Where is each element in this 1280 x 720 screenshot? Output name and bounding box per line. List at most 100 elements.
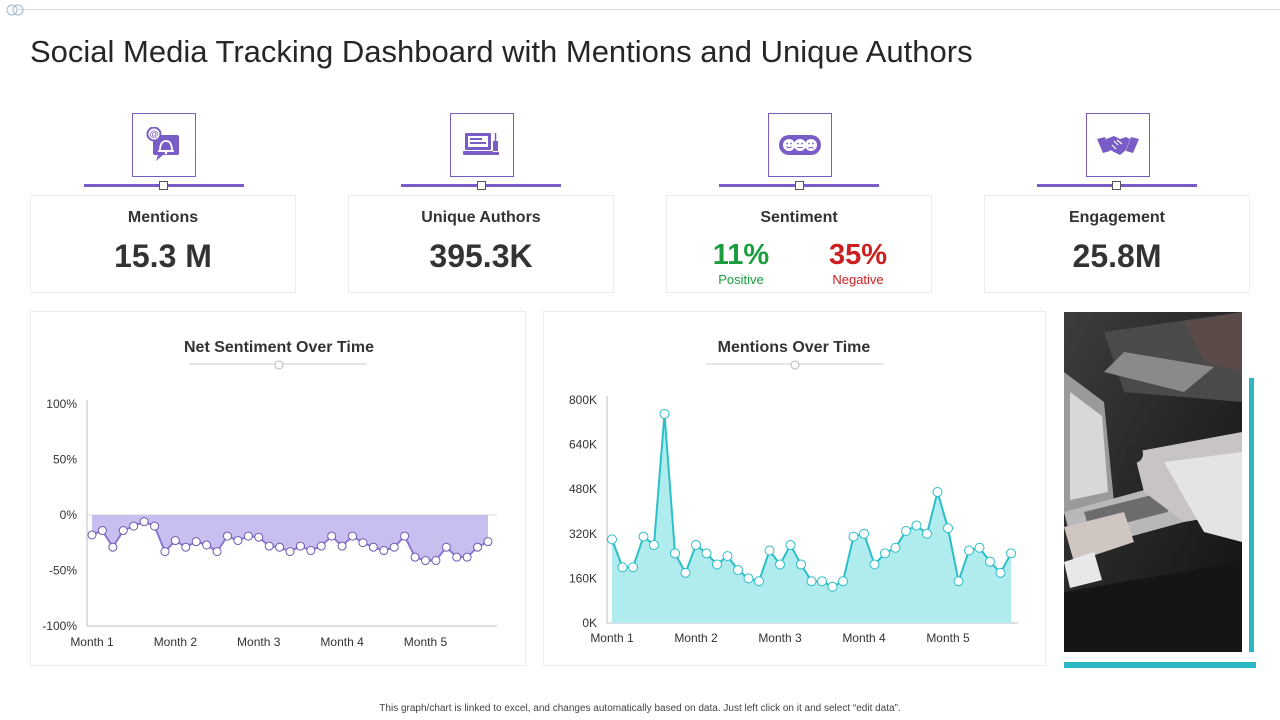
data-point bbox=[806, 576, 817, 587]
data-point bbox=[212, 547, 222, 557]
data-point bbox=[160, 547, 170, 557]
data-point bbox=[410, 552, 420, 562]
data-point bbox=[796, 559, 806, 570]
data-point bbox=[150, 521, 160, 531]
data-point bbox=[985, 556, 995, 567]
data-point bbox=[964, 545, 974, 556]
y-tick-label: 0% bbox=[60, 508, 78, 522]
data-point bbox=[943, 523, 953, 534]
kpi-card-engagement: Engagement 25.8M bbox=[984, 195, 1250, 293]
kpi-label: Unique Authors bbox=[421, 209, 541, 226]
data-point bbox=[838, 576, 848, 587]
data-point bbox=[827, 581, 838, 592]
data-point bbox=[859, 528, 869, 539]
x-tick-label: Month 1 bbox=[590, 631, 634, 645]
y-tick-label: 160K bbox=[569, 571, 597, 585]
data-point bbox=[785, 539, 796, 550]
data-point bbox=[264, 541, 274, 551]
x-tick-label: Month 4 bbox=[842, 631, 886, 645]
teal-accent-horizontal bbox=[1064, 662, 1256, 668]
data-point bbox=[680, 567, 691, 578]
data-point bbox=[483, 537, 493, 547]
decor-circles-icon bbox=[6, 4, 24, 16]
data-point bbox=[701, 548, 712, 559]
kpi-value: 15.3 M bbox=[114, 238, 212, 274]
x-tick-label: Month 3 bbox=[237, 635, 281, 649]
y-tick-label: -50% bbox=[49, 564, 77, 578]
data-point bbox=[617, 562, 628, 573]
data-point bbox=[181, 542, 191, 552]
kpi-value: 395.3K bbox=[429, 238, 533, 274]
x-tick-label: Month 3 bbox=[758, 631, 802, 645]
mentions-chart: Mentions Over Time 800K 640K 480K 320K 160K 0… bbox=[569, 339, 1018, 645]
data-point bbox=[170, 536, 180, 546]
teal-accent-vertical bbox=[1249, 378, 1254, 652]
data-point bbox=[722, 551, 733, 562]
y-tick-label: 800K bbox=[569, 393, 597, 407]
data-point bbox=[1006, 548, 1016, 559]
data-point bbox=[420, 556, 430, 566]
data-point bbox=[316, 541, 326, 551]
x-tick-label: Month 5 bbox=[926, 631, 970, 645]
data-point bbox=[922, 528, 932, 539]
kpi-card-unique-authors: Unique Authors 395.3K bbox=[348, 195, 614, 293]
data-point bbox=[306, 546, 316, 556]
net-sentiment-chart-card: Net Sentiment Over Time 100% 50% 0% -50% -10… bbox=[30, 311, 526, 666]
data-point bbox=[473, 542, 483, 552]
data-point bbox=[743, 573, 754, 584]
title-underline-knob bbox=[790, 360, 800, 370]
data-point bbox=[670, 548, 680, 559]
svg-text:@: @ bbox=[150, 129, 159, 139]
x-tick-label: Month 1 bbox=[70, 635, 114, 649]
series-area bbox=[92, 515, 488, 561]
data-point bbox=[754, 576, 764, 587]
kpi-label: Mentions bbox=[127, 209, 199, 226]
kpi-connector-knob bbox=[159, 181, 168, 190]
handshake-icon bbox=[1086, 113, 1150, 177]
mentions-chart-card: Mentions Over Time 800K 640K 480K 320K 160K 0… bbox=[543, 311, 1046, 666]
data-point bbox=[87, 530, 97, 540]
data-point bbox=[389, 542, 399, 552]
data-point bbox=[191, 537, 201, 547]
data-point bbox=[327, 531, 337, 541]
y-tick-label: 640K bbox=[569, 438, 597, 452]
data-point bbox=[911, 520, 922, 531]
kpi-card-mentions: Mentions 15.3 M bbox=[30, 195, 296, 293]
y-tick-label: 320K bbox=[569, 527, 597, 541]
data-point bbox=[649, 539, 659, 550]
data-point bbox=[118, 526, 128, 536]
computer-user-icon bbox=[450, 113, 514, 177]
x-tick-label: Month 4 bbox=[320, 635, 364, 649]
data-point bbox=[348, 531, 358, 541]
kpi-value: 25.8M bbox=[1072, 238, 1162, 274]
data-point bbox=[691, 539, 701, 550]
data-point bbox=[628, 562, 638, 573]
y-tick-label: 480K bbox=[569, 482, 597, 496]
data-point bbox=[901, 526, 911, 537]
data-point bbox=[953, 576, 964, 587]
data-point bbox=[97, 526, 107, 536]
data-point bbox=[368, 542, 378, 552]
data-point bbox=[222, 531, 232, 541]
data-point bbox=[995, 567, 1006, 578]
data-point bbox=[452, 552, 462, 562]
negative-label: Negative bbox=[832, 272, 884, 287]
kpi-label: Sentiment bbox=[760, 209, 838, 226]
data-point bbox=[607, 534, 617, 545]
data-point bbox=[869, 559, 880, 570]
data-point bbox=[441, 542, 451, 552]
y-tick-label: 50% bbox=[53, 453, 77, 467]
emoji-faces-icon bbox=[768, 113, 832, 177]
chart-title: Mentions Over Time bbox=[718, 339, 871, 356]
data-point bbox=[243, 531, 253, 541]
kpi-connector-knob bbox=[477, 181, 486, 190]
data-point bbox=[659, 408, 670, 419]
sentiment-positive: 11% Positive bbox=[701, 238, 781, 288]
sentiment-negative: 35% Negative bbox=[818, 238, 898, 288]
page-title: Social Media Tracking Dashboard with Men… bbox=[30, 34, 973, 69]
mention-bell-icon: @ bbox=[132, 113, 196, 177]
data-point bbox=[202, 540, 212, 550]
data-point bbox=[638, 531, 649, 542]
data-point bbox=[764, 545, 775, 556]
x-tick-label: Month 2 bbox=[154, 635, 198, 649]
